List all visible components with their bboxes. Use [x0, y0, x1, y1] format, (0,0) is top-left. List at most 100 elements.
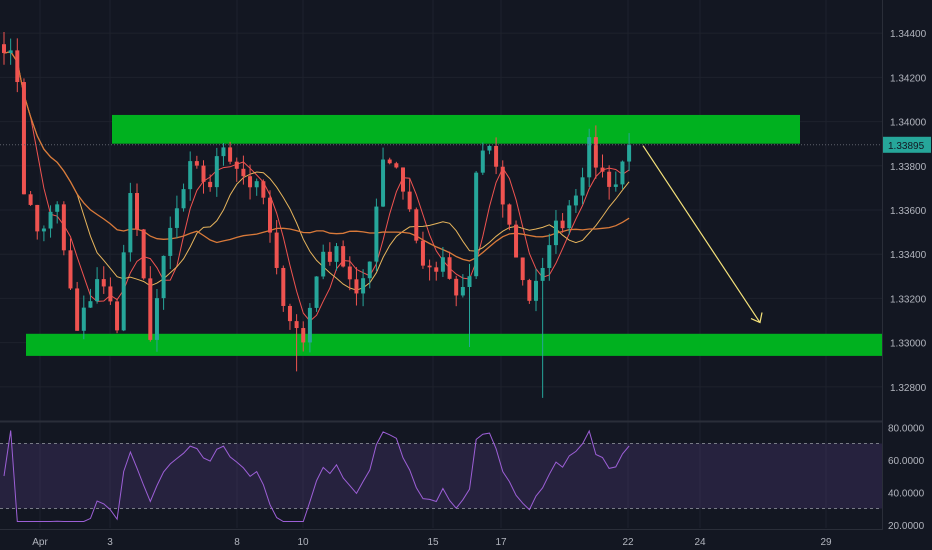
candle-body [467, 276, 472, 288]
support-zone [26, 333, 882, 356]
candle-body [587, 137, 592, 178]
projection-arrowhead [750, 312, 763, 324]
candle-body [274, 232, 279, 268]
candle-body [434, 267, 439, 272]
candle-body [394, 163, 399, 168]
candle-body [228, 147, 233, 162]
candle-body [387, 159, 392, 164]
price-tick-label: 1.34400 [890, 29, 927, 40]
time-tick-label: 17 [495, 537, 507, 548]
candle-body [221, 147, 226, 157]
time-tick-label: 10 [297, 537, 309, 548]
candle-body [367, 261, 372, 279]
price-tick-label: 1.33200 [890, 294, 927, 305]
rsi-tick-label: 20.0000 [888, 521, 925, 532]
candle-body [181, 189, 186, 209]
candle-body [327, 251, 332, 262]
price-tick-label: 1.34200 [890, 73, 927, 84]
candle-body [301, 328, 306, 343]
candle-body [294, 321, 299, 329]
candle-body [28, 194, 33, 205]
candle-body [534, 280, 538, 301]
time-axis[interactable]: Apr 3 8 10 15 17 22 24 29 [32, 537, 832, 548]
rsi-tick-label: 40.0000 [888, 488, 925, 499]
candle-body [287, 305, 292, 322]
candle-body [374, 206, 379, 262]
candle-body [135, 193, 139, 230]
candles [2, 31, 632, 398]
candle-body [401, 167, 405, 192]
candle-body [547, 245, 552, 268]
time-tick-label: 8 [234, 537, 240, 548]
ma-line-12 [3, 51, 630, 291]
candle-body [241, 168, 246, 177]
candle-body [261, 181, 266, 198]
projection-line [642, 145, 761, 323]
candle-body [214, 156, 219, 188]
candle-body [507, 204, 512, 225]
candle-body [248, 176, 253, 188]
candle-body [81, 307, 86, 331]
candle-body [553, 220, 558, 246]
zones [26, 114, 882, 356]
rsi-line [3, 429, 630, 522]
candle-body [480, 150, 485, 173]
candle-body [341, 246, 346, 267]
ma-line-30 [3, 50, 630, 262]
candle-body [154, 298, 159, 340]
candle-body [460, 287, 465, 296]
candle-body [115, 301, 120, 331]
candle-body [514, 224, 519, 258]
candle-body [2, 44, 6, 54]
candle-body [567, 205, 572, 229]
candle-body [573, 195, 578, 206]
time-tick-label: 24 [694, 537, 706, 548]
candle-body [61, 204, 66, 251]
candle-body [347, 266, 352, 280]
time-tick-label: Apr [32, 537, 48, 548]
candle-body [194, 161, 199, 166]
moving-averages [3, 50, 630, 322]
candle-body [527, 280, 532, 301]
price-tick-label: 1.32800 [890, 383, 927, 394]
rsi-band [0, 443, 882, 509]
candle-body [540, 267, 545, 281]
price-tick-label: 1.34000 [890, 118, 927, 129]
candle-body [361, 278, 366, 294]
candle-body [101, 279, 106, 287]
price-axis[interactable]: 1.34400 1.34200 1.34000 1.33800 1.33600 1.334… [883, 0, 932, 530]
price-tick-label: 1.33000 [890, 339, 927, 350]
last-price-tag-bg [883, 136, 931, 153]
rsi-tick-label: 80.0000 [888, 423, 925, 434]
candle-body [281, 267, 286, 306]
candle-body [500, 166, 505, 205]
price-tick-label: 1.33400 [890, 250, 927, 261]
candle-body [334, 246, 339, 262]
candle-body [613, 184, 618, 187]
candle-body [188, 161, 193, 190]
candle-body [41, 228, 46, 232]
time-tick-label: 3 [107, 537, 113, 548]
candle-body [494, 145, 499, 167]
candle-body [121, 252, 126, 331]
candle-body [161, 255, 166, 299]
candle-body [414, 209, 419, 241]
candle-body [21, 82, 26, 195]
price-tick-label: 1.33800 [890, 162, 927, 173]
candle-body [560, 220, 565, 229]
resistance-zone [112, 114, 800, 144]
candle-body [580, 177, 585, 196]
candle-body [8, 50, 13, 54]
candle-body [447, 257, 452, 279]
candle-body [474, 172, 479, 277]
projection-arrow [642, 145, 763, 324]
candle-body [68, 250, 73, 289]
rsi-axis[interactable]: 80.0000 60.0000 40.0000 20.0000 [888, 423, 925, 532]
candle-body [407, 191, 412, 210]
candle-body [254, 181, 259, 188]
candle-body [88, 301, 93, 308]
candle-body [627, 144, 632, 162]
candle-body [174, 208, 179, 228]
